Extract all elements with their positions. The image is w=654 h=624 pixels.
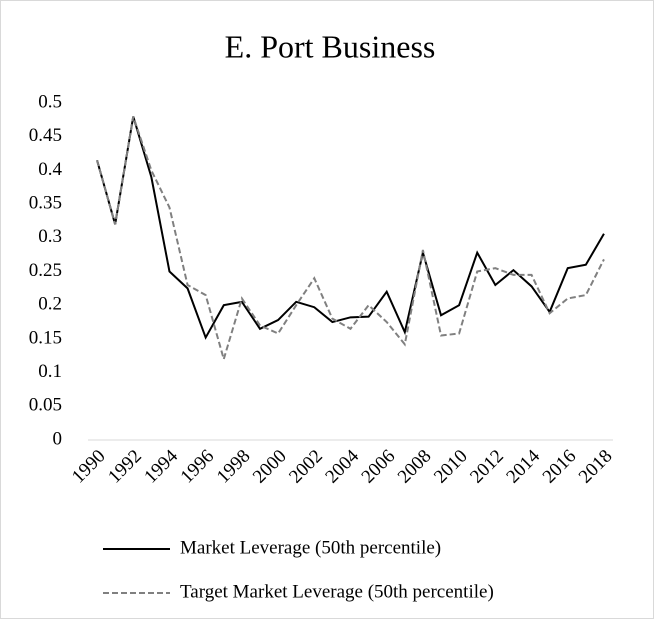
y-tick-label: 0.05 [29, 395, 62, 416]
y-tick-label: 0.1 [38, 361, 62, 382]
y-tick-label: 0.35 [29, 192, 62, 213]
y-tick-label: 0.4 [38, 159, 62, 180]
y-tick-label: 0.15 [29, 327, 62, 348]
legend-label: Target Market Leverage (50th percentile) [180, 581, 494, 602]
y-tick-label: 0.25 [29, 260, 62, 281]
series-line [96, 116, 605, 363]
chart-title: E. Port Business [225, 28, 436, 64]
y-tick-label: 0.5 [38, 91, 62, 112]
legend-label: Market Leverage (50th percentile) [180, 537, 441, 558]
y-tick-label: 0.2 [38, 294, 62, 315]
y-tick-label: 0.3 [38, 226, 62, 247]
y-tick-label: 0.45 [29, 125, 62, 146]
y-tick-label: 0 [53, 428, 63, 449]
